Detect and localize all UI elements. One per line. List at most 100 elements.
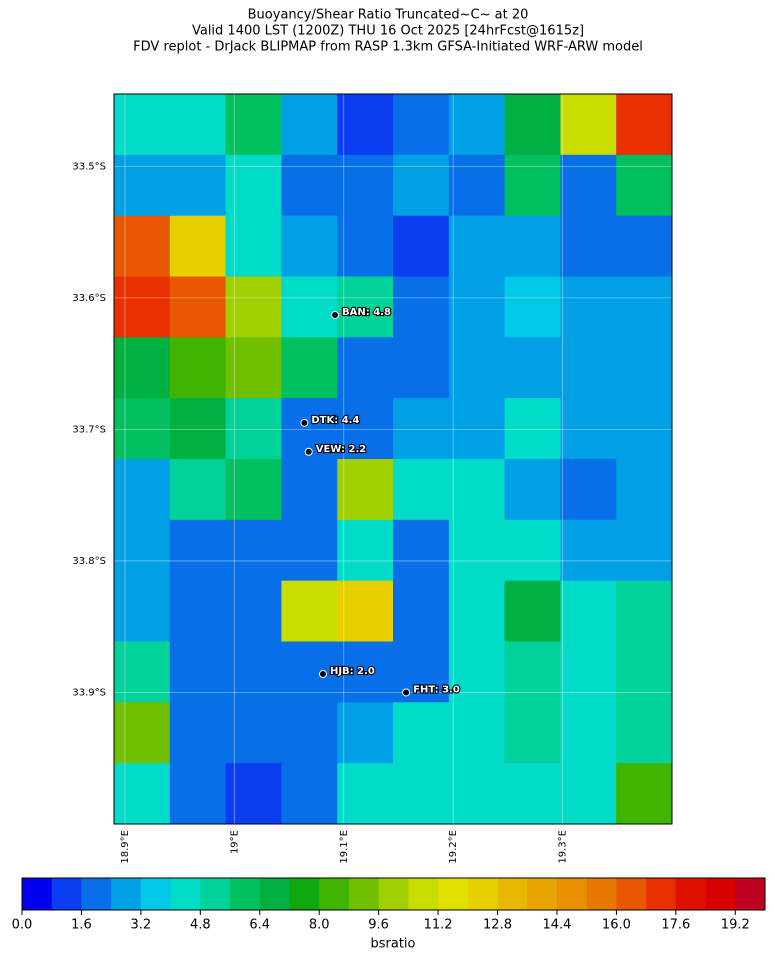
heat-cell <box>616 702 673 764</box>
heat-cell <box>504 519 561 582</box>
station-label: HJB: 2.0 <box>330 666 375 677</box>
station-marker <box>331 310 340 319</box>
heat-cell <box>616 154 673 217</box>
heat-cell <box>337 459 394 521</box>
heat-cell <box>114 398 171 460</box>
colorbar-tick-label: 8.0 <box>309 918 330 933</box>
colorbar-swatch <box>170 878 201 910</box>
colorbar-swatch <box>705 878 736 910</box>
heat-cell <box>225 763 282 825</box>
heat-cell <box>448 337 506 399</box>
heat-cell <box>448 702 506 764</box>
heat-cell <box>616 641 673 703</box>
heat-cell <box>560 398 617 460</box>
colorbar-swatch <box>230 878 261 910</box>
heat-cell <box>281 337 338 399</box>
heat-cell <box>393 398 450 460</box>
heat-cell <box>225 459 282 521</box>
heat-cell <box>504 459 561 521</box>
x-tick-label: 19°E <box>229 830 240 854</box>
colorbar-swatch <box>111 878 142 910</box>
heat-cell <box>504 154 561 217</box>
heat-cell <box>281 641 338 703</box>
heat-cell <box>560 641 617 703</box>
heat-cell <box>337 398 394 460</box>
heat-cell <box>114 215 171 277</box>
station-label: FHT: 3.0 <box>413 684 460 695</box>
heat-cell <box>560 276 617 338</box>
colorbar-swatch <box>51 878 82 910</box>
heat-cell <box>393 580 450 642</box>
heat-cell <box>169 276 227 338</box>
colorbar-swatch <box>556 878 587 910</box>
heat-cell <box>504 398 561 460</box>
heat-cell <box>448 276 506 338</box>
colorbar-tick-label: 17.6 <box>661 918 690 933</box>
map-frame <box>113 93 673 825</box>
heat-cell <box>114 519 171 582</box>
heat-cell <box>504 94 561 156</box>
heat-cell <box>560 763 617 825</box>
heat-cell <box>225 702 282 764</box>
colorbar-swatch <box>140 878 171 910</box>
y-tick-label: 33.6°S <box>72 293 106 304</box>
colorbar-tick-label: 14.4 <box>542 918 571 933</box>
heat-cell <box>560 702 617 764</box>
heat-cell <box>448 215 506 277</box>
heat-cell <box>281 519 338 582</box>
heat-cell <box>448 154 506 217</box>
heat-cell <box>448 580 506 642</box>
heat-cell <box>560 94 617 156</box>
colorbar-swatch <box>348 878 379 910</box>
y-tick-label: 33.8°S <box>72 556 106 567</box>
heat-cell <box>393 702 450 764</box>
heat-cell <box>337 94 394 156</box>
heat-cell <box>616 580 673 642</box>
heat-cell <box>337 337 394 399</box>
colorbar-swatch <box>497 878 528 910</box>
heat-cell <box>114 276 171 338</box>
heat-cell <box>114 154 171 217</box>
heat-cell <box>281 215 338 277</box>
heat-cell <box>616 763 673 825</box>
colorbar-swatch <box>81 878 112 910</box>
heat-cell <box>504 702 561 764</box>
colorbar-swatch <box>586 878 617 910</box>
colorbar-label: bsratio <box>371 937 416 952</box>
heat-cell <box>114 702 171 764</box>
heat-cell <box>281 154 338 217</box>
heat-cell <box>169 215 227 277</box>
heat-cell <box>225 580 282 642</box>
x-tick-label: 19.1°E <box>339 830 350 864</box>
heat-cell <box>616 337 673 399</box>
heat-cell <box>504 276 561 338</box>
colorbar-tick-label: 12.8 <box>483 918 512 933</box>
heat-cell <box>393 215 450 277</box>
colorbar-swatch <box>675 878 706 910</box>
x-tick-label: 18.9°E <box>120 830 131 864</box>
heat-cell <box>169 702 227 764</box>
y-tick-label: 33.9°S <box>72 687 106 698</box>
x-tick-label: 19.2°E <box>448 830 459 864</box>
heat-cell <box>281 276 338 338</box>
colorbar-swatch <box>438 878 469 910</box>
heat-cell <box>281 763 338 825</box>
colorbar-tick-label: 16.0 <box>602 918 631 933</box>
title-line: FDV replot - DrJack BLIPMAP from RASP 1.… <box>133 40 643 55</box>
heat-cell <box>616 459 673 521</box>
heat-cell <box>560 154 617 217</box>
colorbar-swatch <box>289 878 320 910</box>
heat-cell <box>114 94 171 156</box>
heat-cell <box>169 94 227 156</box>
heat-cell <box>337 580 394 642</box>
colorbar-tick-label: 0.0 <box>12 918 33 933</box>
heat-cell <box>393 154 450 217</box>
heat-cell <box>504 763 561 825</box>
heat-cell <box>337 702 394 764</box>
heat-cell <box>281 580 338 642</box>
station-marker <box>304 447 313 456</box>
station-marker <box>300 418 309 427</box>
heat-cell <box>504 641 561 703</box>
